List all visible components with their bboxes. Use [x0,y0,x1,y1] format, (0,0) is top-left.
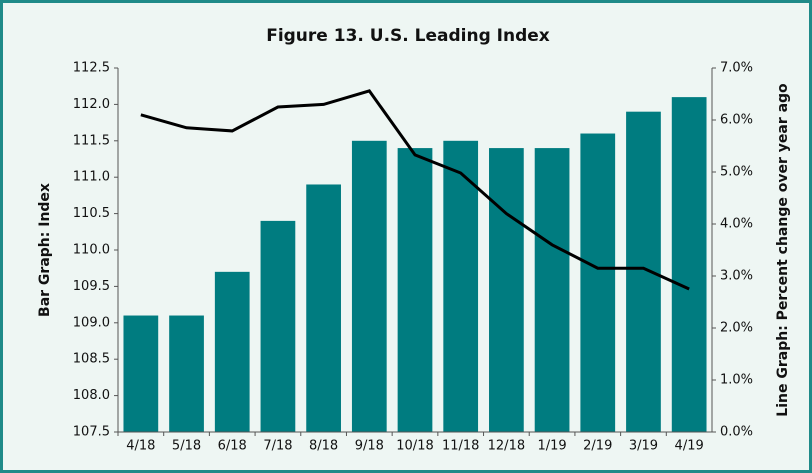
x-tick-label: 8/18 [309,439,338,454]
y2-tick-label: 7.0% [720,61,753,76]
line [140,89,690,291]
y2-tick-label: 3.0% [720,269,753,284]
bar [489,148,524,432]
bar [214,271,250,432]
y-tick-label: 111.0 [73,170,110,185]
y-tick-label: 109.5 [73,279,110,294]
y-tick-label: 110.0 [73,243,110,258]
x-tick-label: 7/18 [263,439,292,454]
y-tick-label: 112.5 [73,61,110,76]
bar [534,148,570,432]
y-tick-label: 107.5 [73,425,110,440]
y2-tick-label: 1.0% [720,373,753,388]
bar [580,133,616,432]
y-axis-title: Bar Graph: Index [37,183,53,317]
x-tick-label: 4/18 [126,439,155,454]
x-tick-label: 11/18 [442,439,479,454]
bar [260,220,296,432]
y-tick-label: 109.0 [73,315,110,330]
bar [626,111,661,433]
x-tick-label: 5/18 [172,439,201,454]
y2-tick-label: 6.0% [720,113,753,128]
bar [671,97,707,433]
y2-tick-label: 0.0% [720,425,753,440]
x-tick-label: 12/18 [488,439,525,454]
bar [306,184,341,432]
bar [351,140,387,433]
y-tick-label: 112.0 [73,97,110,112]
y2-tick-label: 2.0% [720,321,753,336]
x-tick-label: 6/18 [218,439,247,454]
x-tick-label: 9/18 [355,439,384,454]
y2-tick-label: 5.0% [720,165,753,180]
y-tick-label: 110.5 [73,206,110,221]
y-tick-label: 108.5 [73,352,110,367]
x-tick-label: 4/19 [675,439,704,454]
bar [169,315,204,432]
chart-title: Figure 13. U.S. Leading Index [266,26,550,46]
bar [123,315,159,432]
y-tick-label: 108.0 [73,388,110,403]
bar [397,148,433,432]
x-tick-label: 3/19 [629,439,658,454]
y-tick-label: 111.5 [73,133,110,148]
bar [443,140,479,433]
x-tick-label: 10/18 [396,439,433,454]
y2-axis-title: Line Graph: Percent change over year ago [775,83,791,417]
y2-tick-label: 4.0% [720,217,753,232]
x-tick-label: 1/19 [537,439,566,454]
x-tick-label: 2/19 [583,439,612,454]
